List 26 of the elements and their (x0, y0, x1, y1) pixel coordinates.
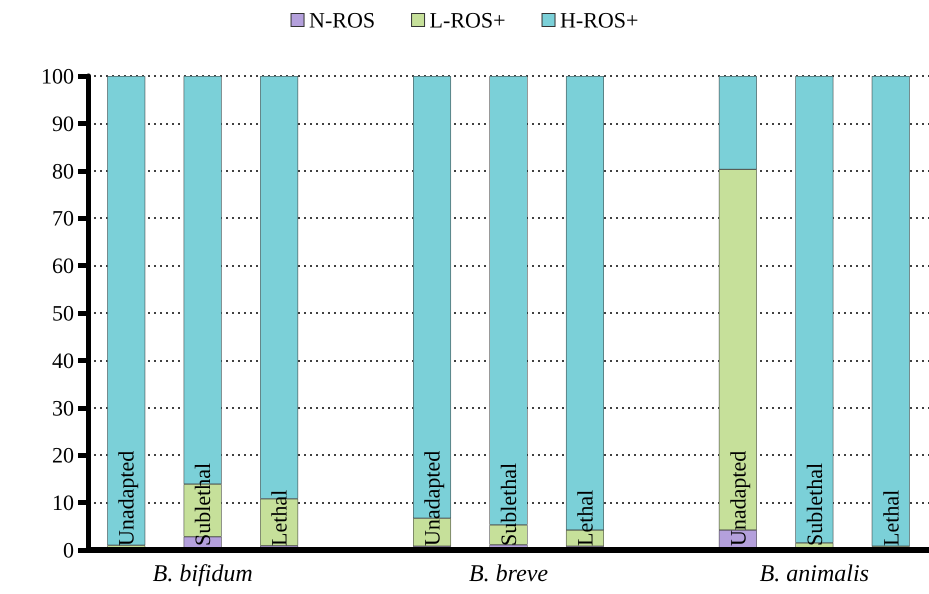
legend-label: L-ROS+ (430, 8, 506, 32)
x-tick-label: Lethal (266, 490, 292, 546)
y-tick-label: 20 (52, 442, 74, 468)
y-tick-label: 50 (52, 300, 74, 326)
legend-label: H-ROS+ (560, 8, 638, 32)
x-tick-label: Sublethal (190, 462, 216, 546)
y-tick-label: 10 (52, 490, 74, 516)
y-tick-label: 100 (41, 64, 74, 88)
y-tick-label: 30 (52, 395, 74, 420)
y-tick-label: 40 (52, 348, 74, 373)
y-tick-label: 90 (52, 110, 74, 136)
x-tick-label: Unadapted (114, 450, 139, 546)
x-tick-label: Unadapted (420, 450, 445, 546)
x-tick-label: Lethal (572, 490, 598, 546)
text: B. animalis (760, 561, 869, 587)
y-tick-label: 60 (52, 253, 74, 278)
x-tick-label: Sublethal (496, 462, 521, 546)
y-tick-label: 80 (52, 158, 74, 184)
text: B. breve (468, 561, 548, 587)
legend-label: N-ROS (309, 8, 376, 32)
text: B. bifidum (152, 561, 253, 587)
x-tick-label: Sublethal (802, 462, 827, 546)
y-tick-label: 0 (63, 538, 74, 562)
y-tick-label: 70 (52, 206, 74, 231)
x-tick-label: Lethal (878, 490, 904, 546)
x-tick-label: Unadapted (725, 450, 750, 546)
